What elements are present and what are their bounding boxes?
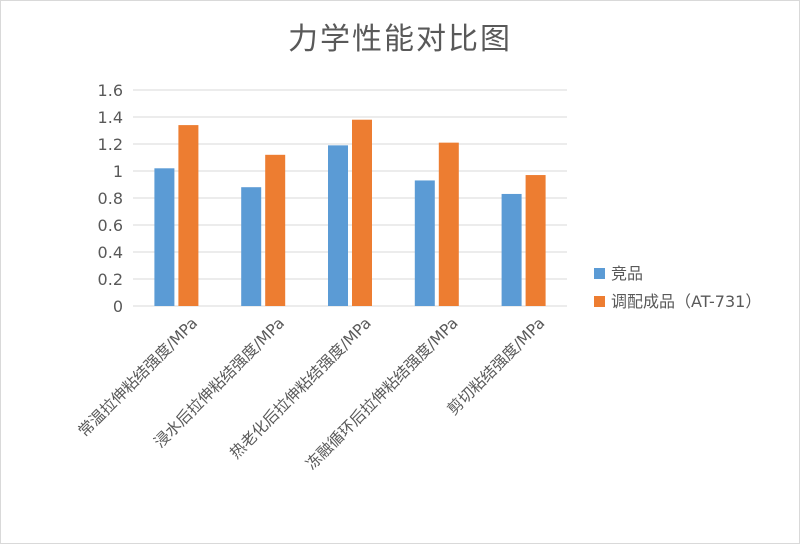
y-tick-label: 0.8 xyxy=(98,189,123,208)
legend-label: 竞品 xyxy=(611,264,643,283)
y-tick-label: 1.2 xyxy=(98,135,123,154)
legend-swatch xyxy=(594,296,605,307)
y-tick-label: 0.2 xyxy=(98,270,123,289)
y-tick-label: 0.6 xyxy=(98,216,123,235)
bar-competitor xyxy=(241,187,262,306)
bar-product xyxy=(352,119,372,306)
bar-product xyxy=(438,142,459,306)
x-category-label: 剪切粘结强度/MPa xyxy=(444,314,548,418)
bar-competitor xyxy=(154,168,175,306)
bar-product xyxy=(525,175,546,306)
legend-swatch xyxy=(594,268,605,279)
bar-competitor xyxy=(328,145,348,306)
y-tick-label: 1.4 xyxy=(98,108,123,127)
y-tick-label: 1.6 xyxy=(98,81,123,100)
legend-label: 调配成品（AT-731） xyxy=(611,292,761,311)
bar-competitor xyxy=(414,180,435,306)
bar-product xyxy=(265,154,286,306)
x-category-label: 热老化后拉伸粘结强度/MPa xyxy=(227,314,375,462)
x-category-label: 冻融循环后拉伸粘结强度/MPa xyxy=(302,314,461,473)
y-tick-label: 0 xyxy=(113,297,123,316)
y-tick-label: 0.4 xyxy=(98,243,123,262)
bar-product xyxy=(178,125,199,306)
bar-competitor xyxy=(501,193,522,306)
y-tick-label: 1 xyxy=(113,162,123,181)
chart-title: 力学性能对比图 xyxy=(288,22,512,57)
